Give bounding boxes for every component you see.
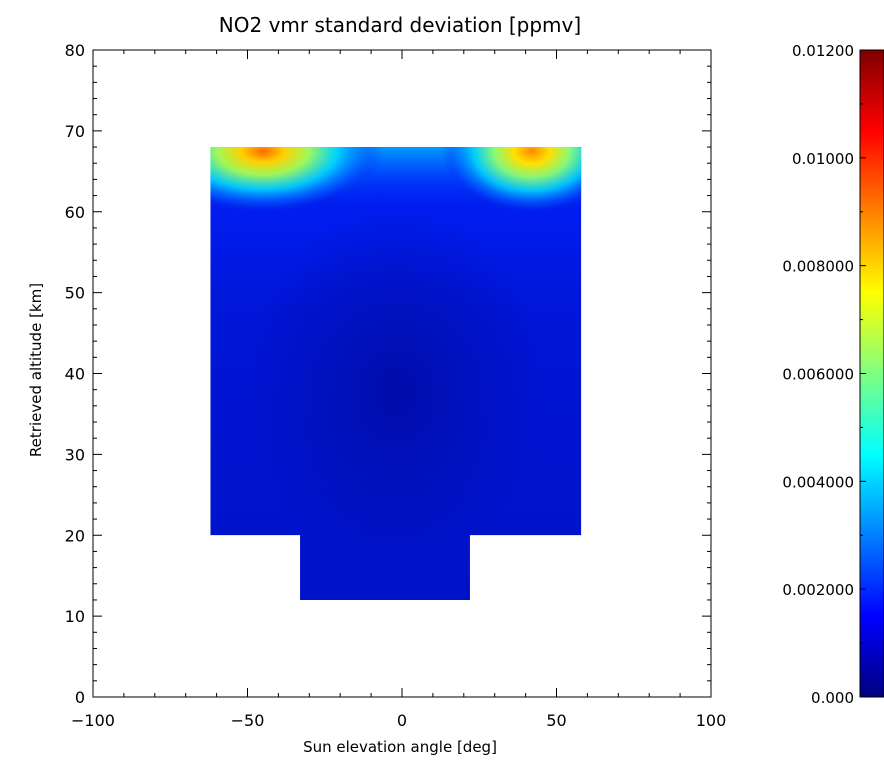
heatmap-hotspots [210,147,582,214]
y-tick-label: 40 [65,365,85,384]
heatmap-hotspot [210,147,383,214]
y-tick-label: 10 [65,607,85,626]
colorbar-tick-label: 0.008000 [782,258,854,276]
y-tick-label: 0 [75,688,85,707]
colorbar: 0.000 0.002000 0.004000 0.006000 0.008000 0.0… [782,42,884,707]
colorbar-ticks: 0.000 0.002000 0.004000 0.006000 0.008000 0.0… [782,42,866,707]
colorbar-tick-label: 0.002000 [782,581,854,599]
y-tick-label: 60 [65,203,85,222]
x-axis: −100 −50 0 50 100 [71,50,726,730]
heatmap-hotspot [441,147,582,214]
x-axis-label: Sun elevation angle [deg] [303,738,497,756]
x-tick-label: 100 [696,711,727,730]
x-tick-label: 50 [546,711,566,730]
colorbar-tick-label: 0.004000 [782,473,854,491]
y-tick-label: 30 [65,445,85,464]
y-axis: 0 10 20 30 40 50 60 70 80 [65,41,711,707]
x-tick-label: −100 [71,711,115,730]
chart-title: NO2 vmr standard deviation [ppmv] [219,13,581,37]
x-tick-label: 0 [397,711,407,730]
y-tick-label: 20 [65,526,85,545]
colorbar-tick-label: 0.01000 [792,150,854,168]
colorbar-tick-label: 0.01200 [792,42,854,60]
x-tick-label: −50 [231,711,265,730]
colorbar-tick-label: 0.006000 [782,366,854,384]
y-axis-label: Retrieved altitude [km] [27,283,45,457]
heatmap [210,147,582,600]
y-tick-label: 50 [65,284,85,303]
heatmap-low-region [247,205,545,575]
colorbar-tick-label: 0.000 [811,689,854,707]
y-tick-label: 70 [65,122,85,141]
y-tick-label: 80 [65,41,85,60]
